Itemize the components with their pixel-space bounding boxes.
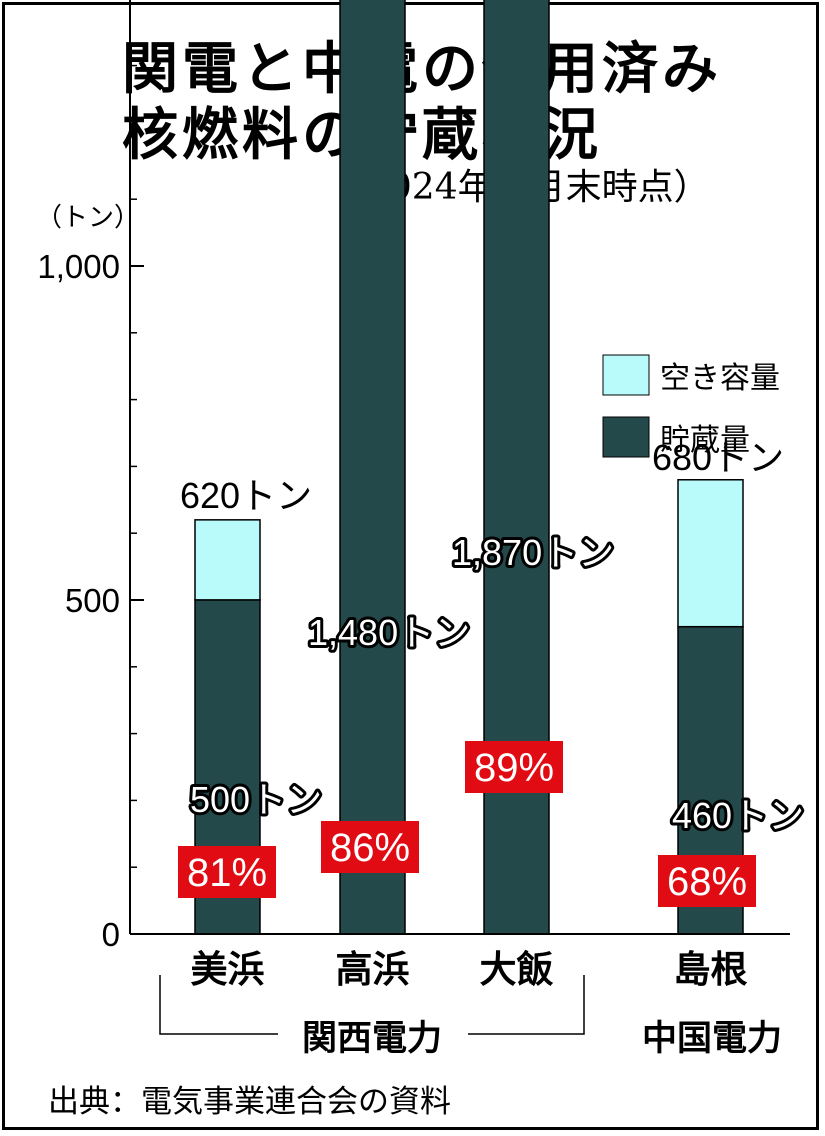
label-capacity: 620トン: [180, 475, 312, 516]
bar-capacity: [194, 519, 261, 601]
label-stored: 460トン: [672, 795, 804, 836]
chart-title-line1: 関電と中電の使用済み: [122, 37, 722, 102]
source-note: 出典：電気事業連合会の資料: [48, 1084, 451, 1120]
percent-badge: [658, 855, 756, 907]
group-label-kansai: 関西電力: [302, 1019, 442, 1059]
percent-label: 68%: [667, 860, 747, 904]
percent-badge: [178, 846, 276, 898]
group-bracket: 関西電力 中国電力: [159, 975, 782, 1059]
legend-swatch-capacity: [602, 354, 650, 396]
legend: 空き容量 貯蔵量: [602, 354, 780, 458]
label-stored: 500トン: [190, 779, 322, 820]
bars: 620トン500トン81%1,730トン1,480トン86%2,100トン1,8…: [130, 0, 807, 935]
bar-stored: [483, 0, 550, 935]
percent-label: 86%: [330, 826, 410, 870]
percent-label: 89%: [474, 746, 554, 790]
category-label: 美浜: [191, 948, 265, 991]
legend-swatch-stored: [602, 416, 650, 458]
percent-badge: [465, 741, 563, 793]
label-capacity: 680トン: [652, 437, 784, 478]
y-axis-unit: （トン）: [36, 203, 140, 233]
category-label: 島根: [674, 948, 748, 991]
group-label-chugoku: 中国電力: [642, 1019, 782, 1059]
percent-badge: [321, 821, 419, 873]
category-label: 大飯: [480, 948, 554, 991]
bar-capacity: [677, 479, 744, 628]
y-tick-label: 0: [102, 916, 120, 953]
y-tick-label: 1,000: [37, 248, 120, 285]
bar-stored: [339, 0, 406, 935]
legend-label-capacity: 空き容量: [660, 361, 780, 396]
legend-label-stored: 貯蔵量: [660, 423, 750, 458]
label-stored: 1,480トン: [308, 612, 470, 653]
category-label: 高浜: [336, 948, 410, 991]
y-tick-label: 500: [65, 582, 120, 619]
category-labels: 美浜 高浜 大飯 島根: [191, 948, 748, 991]
label-stored: 1,870トン: [452, 532, 614, 573]
group-label-bg: [278, 1012, 468, 1058]
percent-label: 81%: [187, 851, 267, 895]
